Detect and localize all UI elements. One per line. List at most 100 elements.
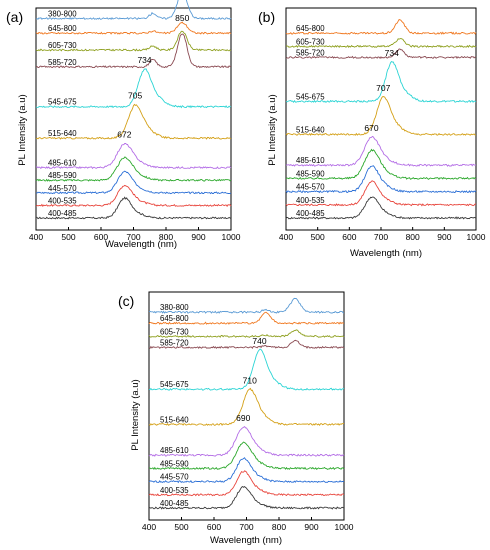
series-line-585-720 — [148, 339, 345, 350]
x-tick-label: 700 — [374, 232, 388, 242]
series-label: 445-570 — [48, 184, 77, 193]
peak-annotation: 734 — [385, 48, 399, 58]
x-tick-label: 600 — [94, 232, 108, 242]
series-label: 400-485 — [160, 499, 189, 508]
panel-a-label: (a) — [6, 9, 23, 25]
x-tick-label: 400 — [29, 232, 43, 242]
series-line-515-640 — [148, 387, 345, 427]
series-label: 515-640 — [160, 415, 189, 424]
x-tick-label: 500 — [174, 522, 188, 532]
x-tick-label: 400 — [279, 232, 293, 242]
series-label: 645-800 — [296, 24, 325, 33]
series-label: 400-535 — [160, 486, 189, 495]
x-tick-label: 400 — [142, 522, 156, 532]
series-label: 645-800 — [48, 24, 77, 33]
series-label: 485-590 — [48, 171, 77, 180]
series-label: 380-800 — [160, 303, 189, 312]
series-label: 605-730 — [160, 327, 189, 336]
panel-c-ylabel: PL Intensity (a.u) — [130, 379, 141, 450]
series-label: 445-570 — [160, 473, 189, 482]
series-line-445-570 — [35, 170, 232, 195]
peak-annotation: 705 — [128, 91, 142, 101]
panel-a-xlabel: Wavelength (nm) — [105, 239, 177, 250]
series-line-485-610 — [35, 143, 232, 170]
panel-c-plot: 400 500 600 700 800 900 1000 400-485 400-535 445-… — [142, 291, 354, 532]
peak-annotation: 690 — [236, 413, 250, 423]
series-label: 515-640 — [296, 125, 325, 134]
x-tick-label: 1000 — [222, 232, 241, 242]
series-label: 545-675 — [296, 92, 325, 101]
series-line-545-675 — [285, 61, 477, 103]
series-line-485-590 — [148, 441, 345, 471]
peak-annotation: 710 — [243, 375, 257, 385]
series-line-645-800 — [285, 18, 477, 35]
peak-annotation: 734 — [137, 55, 151, 65]
x-tick-label: 700 — [239, 522, 253, 532]
series-label: 485-610 — [48, 159, 77, 168]
panel-b-label: (b) — [258, 9, 275, 25]
x-tick-label: 900 — [304, 522, 318, 532]
series-label: 485-590 — [160, 459, 189, 468]
x-tick-label: 900 — [191, 232, 205, 242]
series-line-485-610 — [148, 426, 345, 457]
series-line-400-485 — [285, 196, 477, 220]
series-label: 585-720 — [160, 338, 189, 347]
series-label: 485-610 — [296, 156, 325, 165]
series-line-545-675 — [35, 68, 232, 109]
series-label: 380-800 — [48, 10, 77, 19]
series-line-605-730 — [148, 329, 345, 338]
series-line-485-590 — [285, 148, 477, 180]
series-line-400-485 — [36, 196, 232, 220]
series-line-515-640 — [35, 103, 232, 140]
panel-b: (b) Wavelength (nm) PL Intensity (a.u) 4… — [258, 7, 486, 259]
peak-annotation: 707 — [376, 83, 390, 93]
panel-c-label: (c) — [118, 293, 134, 309]
series-label: 485-610 — [160, 446, 189, 455]
series-label: 485-590 — [296, 169, 325, 178]
series-label: 400-535 — [296, 196, 325, 205]
x-tick-label: 800 — [159, 232, 173, 242]
series-label: 445-570 — [296, 183, 325, 192]
series-label: 400-485 — [48, 209, 77, 218]
series-line-605-730 — [285, 38, 477, 48]
panel-c-xlabel: Wavelength (nm) — [210, 535, 282, 546]
panel-a: (a) Wavelength (nm) PL Intensity (a.u) 4… — [6, 0, 241, 250]
panel-b-ylabel: PL Intensity (a.u) — [267, 94, 278, 165]
series-line-605-730 — [35, 30, 232, 52]
series-line-585-720 — [285, 48, 477, 60]
series-line-485-590 — [35, 156, 232, 182]
x-tick-label: 800 — [406, 232, 420, 242]
series-line-515-640 — [285, 96, 476, 136]
x-tick-label: 1000 — [335, 522, 354, 532]
series-label: 585-720 — [296, 48, 325, 57]
x-tick-label: 900 — [437, 232, 451, 242]
series-line-545-675 — [148, 348, 345, 391]
x-tick-label: 800 — [272, 522, 286, 532]
x-tick-label: 500 — [61, 232, 75, 242]
x-tick-label: 600 — [207, 522, 221, 532]
series-label: 585-720 — [48, 58, 77, 67]
peak-annotation: 670 — [364, 123, 378, 133]
series-line-400-485 — [148, 485, 345, 510]
series-label: 545-675 — [160, 380, 189, 389]
panel-a-plot: 400 500 600 700 800 900 1000 400-485 400-535 445-… — [29, 0, 241, 242]
series-line-400-535 — [148, 470, 345, 497]
peak-annotation: 672 — [117, 130, 131, 140]
series-line-380-800 — [35, 0, 232, 21]
series-label: 400-535 — [48, 196, 77, 205]
series-label: 545-675 — [48, 98, 77, 107]
panel-b-xlabel: Wavelength (nm) — [350, 248, 422, 259]
x-tick-label: 700 — [126, 232, 140, 242]
series-line-485-610 — [285, 135, 477, 167]
panel-b-plot: 400 500 600 700 800 900 1000 400-485 400-535 445-… — [279, 7, 486, 242]
series-line-380-800 — [148, 297, 345, 314]
series-label: 605-730 — [48, 41, 77, 50]
peak-annotation: 740 — [252, 336, 266, 346]
series-label: 400-485 — [296, 209, 325, 218]
series-line-400-535 — [35, 184, 232, 207]
series-label: 515-640 — [48, 129, 77, 138]
series-label: 605-730 — [296, 37, 325, 46]
x-tick-label: 500 — [311, 232, 325, 242]
x-tick-label: 600 — [342, 232, 356, 242]
